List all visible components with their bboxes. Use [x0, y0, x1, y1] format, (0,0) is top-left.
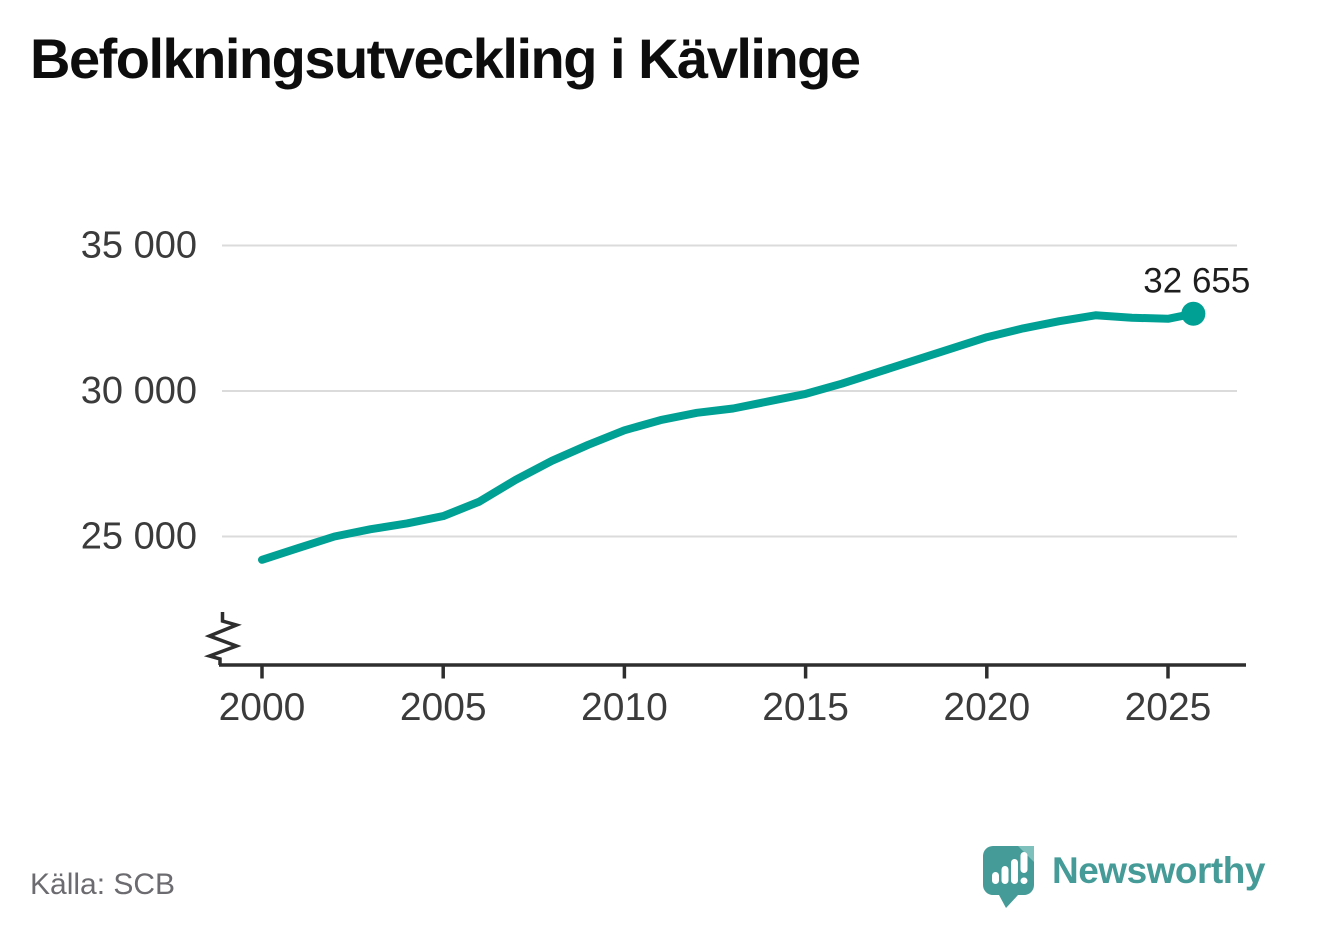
latest-value-label: 32 655	[1143, 262, 1250, 301]
x-tick-label: 2015	[762, 686, 849, 729]
y-axis-break-icon	[203, 612, 242, 665]
x-tick-label: 2025	[1125, 686, 1212, 729]
gridlines	[222, 244, 1237, 538]
population-line	[258, 309, 1198, 564]
y-tick-label: 30 000	[81, 370, 197, 412]
source-note: Källa: SCB	[30, 868, 176, 901]
x-tick-label: 2005	[400, 686, 487, 729]
y-tick-label: 25 000	[81, 516, 197, 558]
x-tick-label: 2020	[943, 686, 1030, 729]
newsworthy-logo: Newsworthy	[982, 845, 1265, 909]
x-axis-labels: 2000 2005 2010 2015 2020 2025	[219, 686, 1212, 729]
y-tick-label: 35 000	[81, 225, 197, 267]
latest-point-marker	[1181, 301, 1206, 326]
y-axis-labels: 25 000 30 000 35 000	[81, 225, 197, 558]
line-series	[258, 309, 1198, 564]
x-tick-label: 2010	[581, 686, 668, 729]
newsworthy-wordmark: Newsworthy	[1052, 850, 1265, 891]
chart-title: Befolkningsutveckling i Kävlinge	[30, 27, 861, 90]
x-axis-ticks	[260, 665, 1170, 679]
newsworthy-logo-icon	[983, 846, 1034, 908]
x-tick-label: 2000	[219, 686, 306, 729]
